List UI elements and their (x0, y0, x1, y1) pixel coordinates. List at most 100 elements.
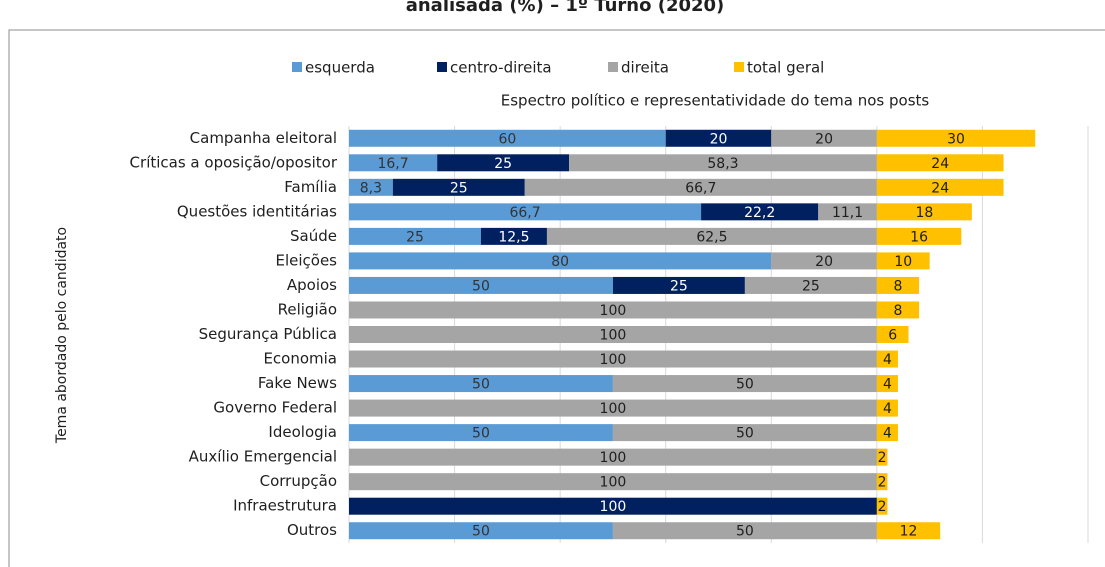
bar-segment (612, 375, 877, 393)
bar-segment (349, 522, 613, 540)
bar-segment (876, 301, 920, 319)
chart-title: analisada (%) – 1º Turno (2020) (406, 0, 725, 16)
data-label: 30 (947, 131, 965, 147)
data-label: 100 (600, 352, 627, 368)
data-label: 6 (888, 328, 897, 344)
bar-segment (524, 178, 877, 196)
data-label: 10 (894, 254, 912, 270)
bar-segment (876, 522, 941, 540)
bar-segment (612, 276, 745, 294)
data-label: 100 (600, 475, 627, 491)
bar-segment (612, 522, 877, 540)
bar-segment (701, 203, 819, 221)
data-label: 25 (494, 156, 512, 172)
data-label: 4 (883, 401, 892, 417)
bar-segment (546, 227, 877, 245)
y-tick-label: Economia (263, 350, 337, 368)
legend-label: total geral (747, 59, 824, 77)
legend-label: direita (621, 59, 669, 77)
bar-segment (349, 424, 613, 442)
data-label: 66,7 (509, 205, 540, 221)
data-label: 24 (931, 156, 949, 172)
legend-label: esquerda (305, 59, 375, 77)
data-label: 50 (472, 524, 490, 540)
bar-segment (349, 203, 702, 221)
data-label: 50 (736, 377, 754, 393)
data-label: 25 (450, 180, 468, 196)
legend-swatch (608, 62, 618, 72)
bar-segment (876, 424, 898, 442)
bar-segment (349, 154, 438, 172)
bar-segment (612, 424, 877, 442)
bar-segment (349, 473, 877, 491)
y-tick-label: Questões identitárias (177, 202, 337, 220)
y-tick-label: Outros (287, 521, 337, 539)
data-label: 60 (498, 131, 516, 147)
bar-segment (876, 252, 930, 270)
data-label: 58,3 (707, 156, 738, 172)
bar-segment (771, 252, 877, 270)
bar-segment (771, 129, 877, 147)
bar-segment (876, 448, 888, 466)
bar-segment (876, 497, 888, 515)
data-label: 80 (551, 254, 569, 270)
bar-segment (818, 203, 877, 221)
data-label: 100 (600, 499, 627, 515)
data-label: 8 (894, 278, 903, 294)
y-tick-label: Apoios (287, 276, 337, 294)
data-label: 20 (710, 131, 728, 147)
bar-segment (349, 399, 877, 417)
bar-segment (744, 276, 877, 294)
legend-swatch (734, 62, 744, 72)
data-label: 100 (600, 450, 627, 466)
bar-segment (876, 276, 920, 294)
data-label: 4 (883, 352, 892, 368)
data-label: 62,5 (696, 229, 727, 245)
bar-segment (349, 326, 877, 343)
y-tick-label: Auxílio Emergencial (189, 448, 337, 466)
bar-segment (665, 129, 772, 147)
data-label: 2 (878, 450, 887, 466)
data-label: 25 (802, 278, 820, 294)
bar-segment (480, 227, 547, 245)
bar-segment (876, 203, 972, 221)
data-label: 50 (472, 377, 490, 393)
bar-segment (876, 178, 1004, 196)
data-label: 22,2 (744, 205, 775, 221)
bar-segment (876, 473, 888, 491)
data-label: 24 (931, 180, 949, 196)
bar-segment (876, 129, 1036, 147)
data-label: 50 (472, 426, 490, 442)
data-label: 4 (883, 377, 892, 393)
data-label: 18 (915, 205, 933, 221)
bar-segment (349, 227, 481, 245)
y-tick-label: Fake News (258, 374, 337, 392)
legend-swatch (292, 62, 302, 72)
y-tick-label: Religião (278, 300, 337, 318)
data-label: 50 (736, 524, 754, 540)
bar-segment (876, 326, 909, 343)
bar-segment (349, 497, 877, 515)
bar-segment (349, 375, 613, 393)
data-label: 66,7 (685, 180, 716, 196)
y-tick-label: Governo Federal (213, 399, 337, 417)
data-label: 100 (600, 328, 627, 344)
bar-segment (569, 154, 877, 172)
bar-segment (349, 350, 877, 368)
data-label: 2 (878, 475, 887, 491)
bar-segment (437, 154, 570, 172)
data-label: 8,3 (360, 180, 382, 196)
y-tick-label: Infraestrutura (233, 497, 337, 515)
bar-segment (349, 301, 877, 319)
chart-border (8, 29, 1105, 567)
data-label: 12,5 (498, 229, 529, 245)
bar-segment (349, 276, 613, 294)
bar-segment (349, 252, 772, 270)
data-label: 16,7 (377, 156, 408, 172)
y-tick-label: Ideologia (268, 423, 337, 441)
y-tick-label: Eleições (275, 251, 337, 269)
bar-segment (349, 129, 666, 147)
data-label: 4 (883, 426, 892, 442)
y-tick-label: Saúde (290, 227, 337, 245)
